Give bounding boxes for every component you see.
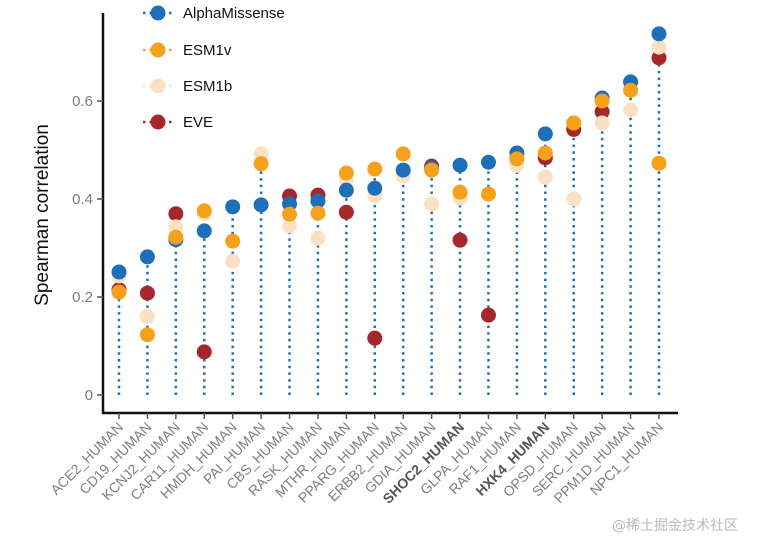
point-eve	[168, 206, 184, 222]
y-axis-title: Spearman correlation	[32, 124, 53, 306]
point-esm1b	[282, 218, 298, 234]
point-esm1b	[594, 115, 610, 131]
data-points	[111, 26, 667, 360]
drop-lines	[117, 33, 661, 395]
point-esm1v	[367, 161, 383, 177]
point-alphamissense	[310, 193, 326, 209]
point-alphamissense	[196, 223, 212, 239]
point-alphamissense	[338, 182, 354, 198]
point-eve	[367, 330, 383, 346]
point-eve	[480, 307, 496, 323]
y-ticks: 0 0.2 0.4 0.6	[72, 93, 103, 404]
point-esm1v	[168, 229, 184, 245]
point-esm1v	[139, 327, 155, 343]
point-eve	[594, 104, 610, 120]
axes	[101, 13, 678, 415]
watermark: @稀土掘金技术社区	[612, 518, 738, 534]
point-eve	[338, 204, 354, 220]
legend-item: ESM1v	[143, 42, 232, 59]
point-esm1v	[537, 145, 553, 161]
x-ticks: ACE2_HUMANCD19_HUMANKCNJ2_HUMANCAR11_HUM…	[47, 413, 666, 507]
y-tick-label: 0.4	[72, 191, 93, 208]
legend-marker	[150, 5, 166, 21]
point-alphamissense	[480, 154, 496, 170]
legend-label: ESM1v	[183, 42, 232, 59]
point-esm1b	[623, 102, 639, 118]
point-esm1v	[310, 205, 326, 221]
point-esm1v	[395, 146, 411, 162]
legend-label: ESM1b	[183, 78, 232, 95]
legend-marker	[150, 78, 166, 94]
point-alphamissense	[253, 197, 269, 213]
point-esm1b	[424, 196, 440, 212]
point-esm1v	[651, 155, 667, 171]
point-esm1v	[196, 203, 212, 219]
point-esm1b	[139, 309, 155, 325]
point-alphamissense	[651, 26, 667, 42]
point-eve	[651, 50, 667, 66]
point-esm1b	[168, 219, 184, 235]
point-alphamissense	[537, 126, 553, 142]
y-tick-label: 0.2	[72, 289, 93, 306]
point-esm1v	[111, 284, 127, 300]
legend-item: AlphaMissense	[143, 5, 285, 22]
point-esm1b	[310, 230, 326, 246]
point-esm1b	[651, 39, 667, 55]
point-esm1v	[225, 233, 241, 249]
point-alphamissense	[452, 157, 468, 173]
legend-label: AlphaMissense	[183, 5, 285, 22]
point-esm1v	[623, 82, 639, 98]
legend-item: ESM1b	[143, 78, 232, 95]
point-esm1v	[509, 151, 525, 167]
legend: AlphaMissense ESM1v ESM1b EVE	[143, 5, 285, 131]
point-eve	[139, 285, 155, 301]
point-esm1b	[225, 253, 241, 269]
legend-marker	[150, 114, 166, 130]
point-esm1v	[338, 165, 354, 181]
point-alphamissense	[139, 249, 155, 265]
point-esm1b	[537, 169, 553, 185]
legend-label: EVE	[183, 114, 213, 131]
point-alphamissense	[282, 196, 298, 212]
legend-item: EVE	[143, 114, 213, 131]
point-esm1v	[253, 156, 269, 172]
y-tick-label: 0	[85, 387, 93, 404]
point-eve	[196, 344, 212, 360]
point-alphamissense	[395, 162, 411, 178]
point-eve	[452, 232, 468, 248]
point-alphamissense	[225, 199, 241, 215]
point-esm1v	[452, 184, 468, 200]
point-alphamissense	[111, 264, 127, 280]
point-esm1b	[566, 191, 582, 207]
point-alphamissense	[367, 180, 383, 196]
point-esm1v	[282, 206, 298, 222]
point-esm1v	[566, 115, 582, 131]
legend-marker	[150, 42, 166, 58]
point-esm1v	[480, 186, 496, 202]
point-esm1v	[594, 93, 610, 109]
point-esm1v	[424, 162, 440, 178]
y-tick-label: 0.6	[72, 93, 93, 110]
